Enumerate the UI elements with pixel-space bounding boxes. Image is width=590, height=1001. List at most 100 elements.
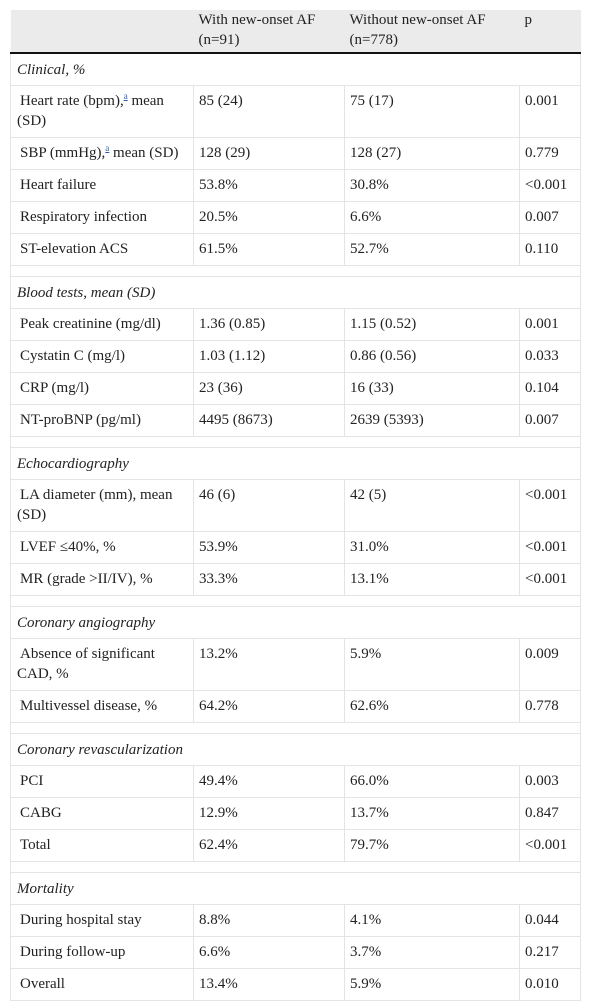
value-without-af: 2639 (5393) bbox=[344, 404, 520, 437]
p-value: 0.778 bbox=[519, 690, 581, 723]
p-value: <0.001 bbox=[519, 563, 581, 596]
value-without-af: 128 (27) bbox=[344, 137, 520, 170]
row-label: PCI bbox=[20, 773, 44, 789]
value-with-af: 12.9% bbox=[193, 797, 345, 830]
row-label: Multivessel disease, % bbox=[20, 698, 158, 714]
table-body: Clinical, % Heart rate (bpm),a mean (SD) 8… bbox=[10, 52, 581, 1001]
table-row: LVEF ≤40%, % 53.9% 31.0% <0.001 bbox=[10, 531, 581, 564]
value-without-af: 13.1% bbox=[344, 563, 520, 596]
row-label: CABG bbox=[20, 805, 62, 821]
row-label-suffix: mean (SD) bbox=[109, 145, 179, 161]
value-without-af: 31.0% bbox=[344, 531, 520, 564]
section-title: Coronary revascularization bbox=[10, 733, 581, 766]
header-without-af: Without new-onset AF (n=778) bbox=[344, 10, 520, 54]
row-label: Overall bbox=[20, 976, 65, 992]
row-label-suffix: mean (SD) bbox=[17, 93, 164, 129]
table-row: NT-proBNP (pg/ml) 4495 (8673) 2639 (5393) 0… bbox=[10, 404, 581, 437]
header-with-af: With new-onset AF (n=91) bbox=[193, 10, 345, 54]
p-value: <0.001 bbox=[519, 479, 581, 532]
value-without-af: 5.9% bbox=[344, 968, 520, 1001]
row-label: MR (grade >II/IV), % bbox=[20, 571, 153, 587]
row-label: NT-proBNP (pg/ml) bbox=[20, 412, 141, 428]
p-value: 0.847 bbox=[519, 797, 581, 830]
row-label-cell: Peak creatinine (mg/dl) bbox=[10, 308, 194, 341]
value-with-af: 53.9% bbox=[193, 531, 345, 564]
section-header-row: Coronary angiography bbox=[10, 606, 581, 639]
table-container: With new-onset AF (n=91) Without new-ons… bbox=[10, 10, 581, 1001]
row-label: CRP (mg/l) bbox=[20, 380, 90, 396]
row-label-cell: Absence of significant CAD, % bbox=[10, 638, 194, 691]
table-row: Multivessel disease, % 64.2% 62.6% 0.778 bbox=[10, 690, 581, 723]
row-label: Peak creatinine (mg/dl) bbox=[20, 316, 161, 332]
footnote-link[interactable]: a bbox=[123, 91, 128, 101]
section-header-row: Echocardiography bbox=[10, 447, 581, 480]
row-label-cell: LA diameter (mm), mean (SD) bbox=[10, 479, 194, 532]
value-with-af: 128 (29) bbox=[193, 137, 345, 170]
table-row: ST-elevation ACS 61.5% 52.7% 0.110 bbox=[10, 233, 581, 266]
row-label-cell: MR (grade >II/IV), % bbox=[10, 563, 194, 596]
spacer-cell bbox=[10, 861, 581, 873]
value-without-af: 52.7% bbox=[344, 233, 520, 266]
p-value: 0.044 bbox=[519, 904, 581, 937]
row-label-cell: PCI bbox=[10, 765, 194, 798]
table-row: Peak creatinine (mg/dl) 1.36 (0.85) 1.15 (… bbox=[10, 308, 581, 341]
spacer-cell bbox=[10, 436, 581, 448]
value-without-af: 13.7% bbox=[344, 797, 520, 830]
value-with-af: 64.2% bbox=[193, 690, 345, 723]
p-value: 0.779 bbox=[519, 137, 581, 170]
value-without-af: 5.9% bbox=[344, 638, 520, 691]
row-label-cell: Overall bbox=[10, 968, 194, 1001]
spacer-cell bbox=[10, 595, 581, 607]
p-value: 0.001 bbox=[519, 308, 581, 341]
table-row: Respiratory infection 20.5% 6.6% 0.007 bbox=[10, 201, 581, 234]
p-value: 0.104 bbox=[519, 372, 581, 405]
table-row: Heart rate (bpm),a mean (SD) 85 (24) 75 (1… bbox=[10, 85, 581, 138]
section-title: Echocardiography bbox=[10, 447, 581, 480]
table-header: With new-onset AF (n=91) Without new-ons… bbox=[10, 10, 581, 54]
p-value: 0.010 bbox=[519, 968, 581, 1001]
row-label: Heart failure bbox=[20, 177, 97, 193]
row-label: LA diameter (mm), mean (SD) bbox=[17, 487, 173, 523]
spacer-cell bbox=[10, 265, 581, 277]
value-without-af: 16 (33) bbox=[344, 372, 520, 405]
header-p-value: p bbox=[519, 10, 581, 54]
row-label: Cystatin C (mg/l) bbox=[20, 348, 125, 364]
value-without-af: 6.6% bbox=[344, 201, 520, 234]
table-row: During hospital stay 8.8% 4.1% 0.044 bbox=[10, 904, 581, 937]
value-without-af: 3.7% bbox=[344, 936, 520, 969]
value-with-af: 46 (6) bbox=[193, 479, 345, 532]
p-value: 0.110 bbox=[519, 233, 581, 266]
table-row: SBP (mmHg),a mean (SD) 128 (29) 128 (27) 0.… bbox=[10, 137, 581, 170]
value-with-af: 13.2% bbox=[193, 638, 345, 691]
value-without-af: 42 (5) bbox=[344, 479, 520, 532]
row-label-cell: LVEF ≤40%, % bbox=[10, 531, 194, 564]
value-with-af: 85 (24) bbox=[193, 85, 345, 138]
table-row: MR (grade >II/IV), % 33.3% 13.1% <0.001 bbox=[10, 563, 581, 596]
table-row: CRP (mg/l) 23 (36) 16 (33) 0.104 bbox=[10, 372, 581, 405]
p-value: 0.033 bbox=[519, 340, 581, 373]
table-row: Total 62.4% 79.7% <0.001 bbox=[10, 829, 581, 862]
row-label-cell: Heart failure bbox=[10, 169, 194, 202]
value-with-af: 62.4% bbox=[193, 829, 345, 862]
p-value: <0.001 bbox=[519, 829, 581, 862]
row-label-cell: Total bbox=[10, 829, 194, 862]
section-title: Coronary angiography bbox=[10, 606, 581, 639]
table-row: Absence of significant CAD, % 13.2% 5.9% 0.… bbox=[10, 638, 581, 691]
value-with-af: 1.36 (0.85) bbox=[193, 308, 345, 341]
table-row: LA diameter (mm), mean (SD) 46 (6) 42 (5) <… bbox=[10, 479, 581, 532]
row-label-cell: NT-proBNP (pg/ml) bbox=[10, 404, 194, 437]
comparison-table: With new-onset AF (n=91) Without new-ons… bbox=[10, 10, 581, 1001]
value-with-af: 49.4% bbox=[193, 765, 345, 798]
p-value: 0.007 bbox=[519, 201, 581, 234]
section-spacer bbox=[10, 722, 581, 734]
value-without-af: 66.0% bbox=[344, 765, 520, 798]
footnote-link[interactable]: a bbox=[105, 143, 110, 153]
row-label: During hospital stay bbox=[20, 912, 142, 928]
value-without-af: 75 (17) bbox=[344, 85, 520, 138]
value-with-af: 33.3% bbox=[193, 563, 345, 596]
p-value: 0.217 bbox=[519, 936, 581, 969]
value-without-af: 0.86 (0.56) bbox=[344, 340, 520, 373]
value-without-af: 62.6% bbox=[344, 690, 520, 723]
section-spacer bbox=[10, 595, 581, 607]
row-label: Absence of significant CAD, % bbox=[17, 646, 155, 682]
